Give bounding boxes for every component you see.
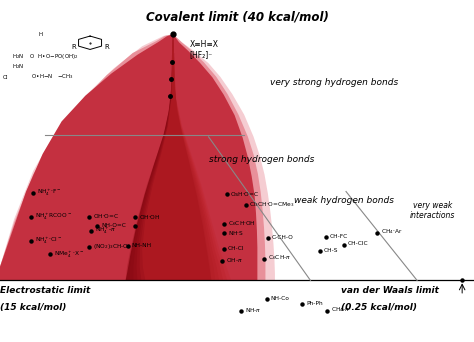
Text: Cl$_3$CH$\cdot$O=CMe$_3$: Cl$_3$CH$\cdot$O=CMe$_3$ — [249, 200, 295, 209]
Text: R: R — [71, 44, 76, 50]
Text: NH$\cdot$S: NH$\cdot$S — [228, 228, 243, 237]
Polygon shape — [126, 34, 211, 280]
Text: (0.25 kcal/mol): (0.25 kcal/mol) — [341, 303, 417, 312]
Text: NH$_4^+$-$\pi$: NH$_4^+$-$\pi$ — [95, 226, 116, 236]
Text: CH-FC: CH-FC — [330, 234, 348, 239]
Polygon shape — [0, 34, 275, 280]
Text: NH-Co: NH-Co — [271, 296, 290, 301]
Text: NH-NH: NH-NH — [132, 243, 152, 248]
Text: strong hydrogen bonds: strong hydrogen bonds — [209, 155, 314, 163]
Text: CH$_4$-$\pi$: CH$_4$-$\pi$ — [331, 305, 350, 314]
Text: CH-S: CH-S — [324, 248, 338, 253]
Text: very strong hydrogen bonds: very strong hydrogen bonds — [270, 78, 399, 87]
Text: $\rm H_2N$    $\rm O$  $\rm H$$\bullet$O$-$PO(OH)$_2$: $\rm H_2N$ $\rm O$ $\rm H$$\bullet$O$-$P… — [12, 52, 79, 61]
Text: NH-O=C: NH-O=C — [101, 223, 126, 228]
Text: $\rm H_2N$: $\rm H_2N$ — [12, 62, 24, 71]
Text: (NO$_2$)$_3$CH-O: (NO$_2$)$_3$CH-O — [93, 242, 129, 251]
Text: R: R — [105, 44, 109, 50]
Polygon shape — [126, 34, 211, 280]
Text: OH-$\pi$: OH-$\pi$ — [226, 256, 242, 264]
Text: Electrostatic limit: Electrostatic limit — [0, 286, 90, 294]
Text: C$_6$CH-$\pi$: C$_6$CH-$\pi$ — [268, 253, 292, 262]
Text: OH$\cdot$O=C: OH$\cdot$O=C — [93, 212, 119, 221]
Text: C-CH-O: C-CH-O — [272, 235, 293, 239]
Polygon shape — [0, 34, 265, 280]
Text: $\rm O$$\bullet$H$-$N$\quad$$-$CH$_3$: $\rm O$$\bullet$H$-$N$\quad$$-$CH$_3$ — [12, 73, 74, 81]
Text: H: H — [38, 32, 42, 37]
Text: $\rm Cl$: $\rm Cl$ — [2, 73, 9, 81]
Text: (15 kcal/mol): (15 kcal/mol) — [0, 303, 66, 312]
Text: OH$\cdot$OH: OH$\cdot$OH — [139, 213, 160, 221]
Text: weak hydrogen bonds: weak hydrogen bonds — [294, 196, 394, 205]
Text: OsH$\cdot$O=C: OsH$\cdot$O=C — [230, 190, 260, 198]
Polygon shape — [129, 34, 215, 280]
Text: CH$_4$$\cdot$Ar: CH$_4$$\cdot$Ar — [381, 227, 402, 236]
Text: Ph-Ph: Ph-Ph — [306, 301, 323, 305]
Text: X≡H≡X
[HF₂]⁻: X≡H≡X [HF₂]⁻ — [190, 40, 219, 59]
Polygon shape — [137, 34, 223, 280]
Polygon shape — [133, 34, 219, 280]
Polygon shape — [140, 34, 227, 280]
Text: Covalent limit (40 kcal/mol): Covalent limit (40 kcal/mol) — [146, 10, 328, 23]
Text: very weak
interactions: very weak interactions — [410, 201, 456, 220]
Polygon shape — [0, 34, 257, 280]
Text: NMe$_4^+$$\cdot$X$^-$: NMe$_4^+$$\cdot$X$^-$ — [54, 250, 83, 260]
Text: CH-ClC: CH-ClC — [348, 241, 369, 246]
Text: van der Waals limit: van der Waals limit — [341, 286, 439, 294]
Text: NH-$\pi$: NH-$\pi$ — [245, 306, 261, 314]
Polygon shape — [142, 34, 231, 280]
Text: CH-Cl: CH-Cl — [228, 246, 244, 251]
Text: NH$_4^+$$\cdot$F$^-$: NH$_4^+$$\cdot$F$^-$ — [37, 187, 62, 198]
Text: C$_6$CH$\cdot$OH: C$_6$CH$\cdot$OH — [228, 219, 255, 228]
Text: NH$_4^+$RCOO$^-$: NH$_4^+$RCOO$^-$ — [35, 211, 72, 222]
Text: NH$_4^+$$\cdot$Cl$^-$: NH$_4^+$$\cdot$Cl$^-$ — [35, 235, 62, 246]
